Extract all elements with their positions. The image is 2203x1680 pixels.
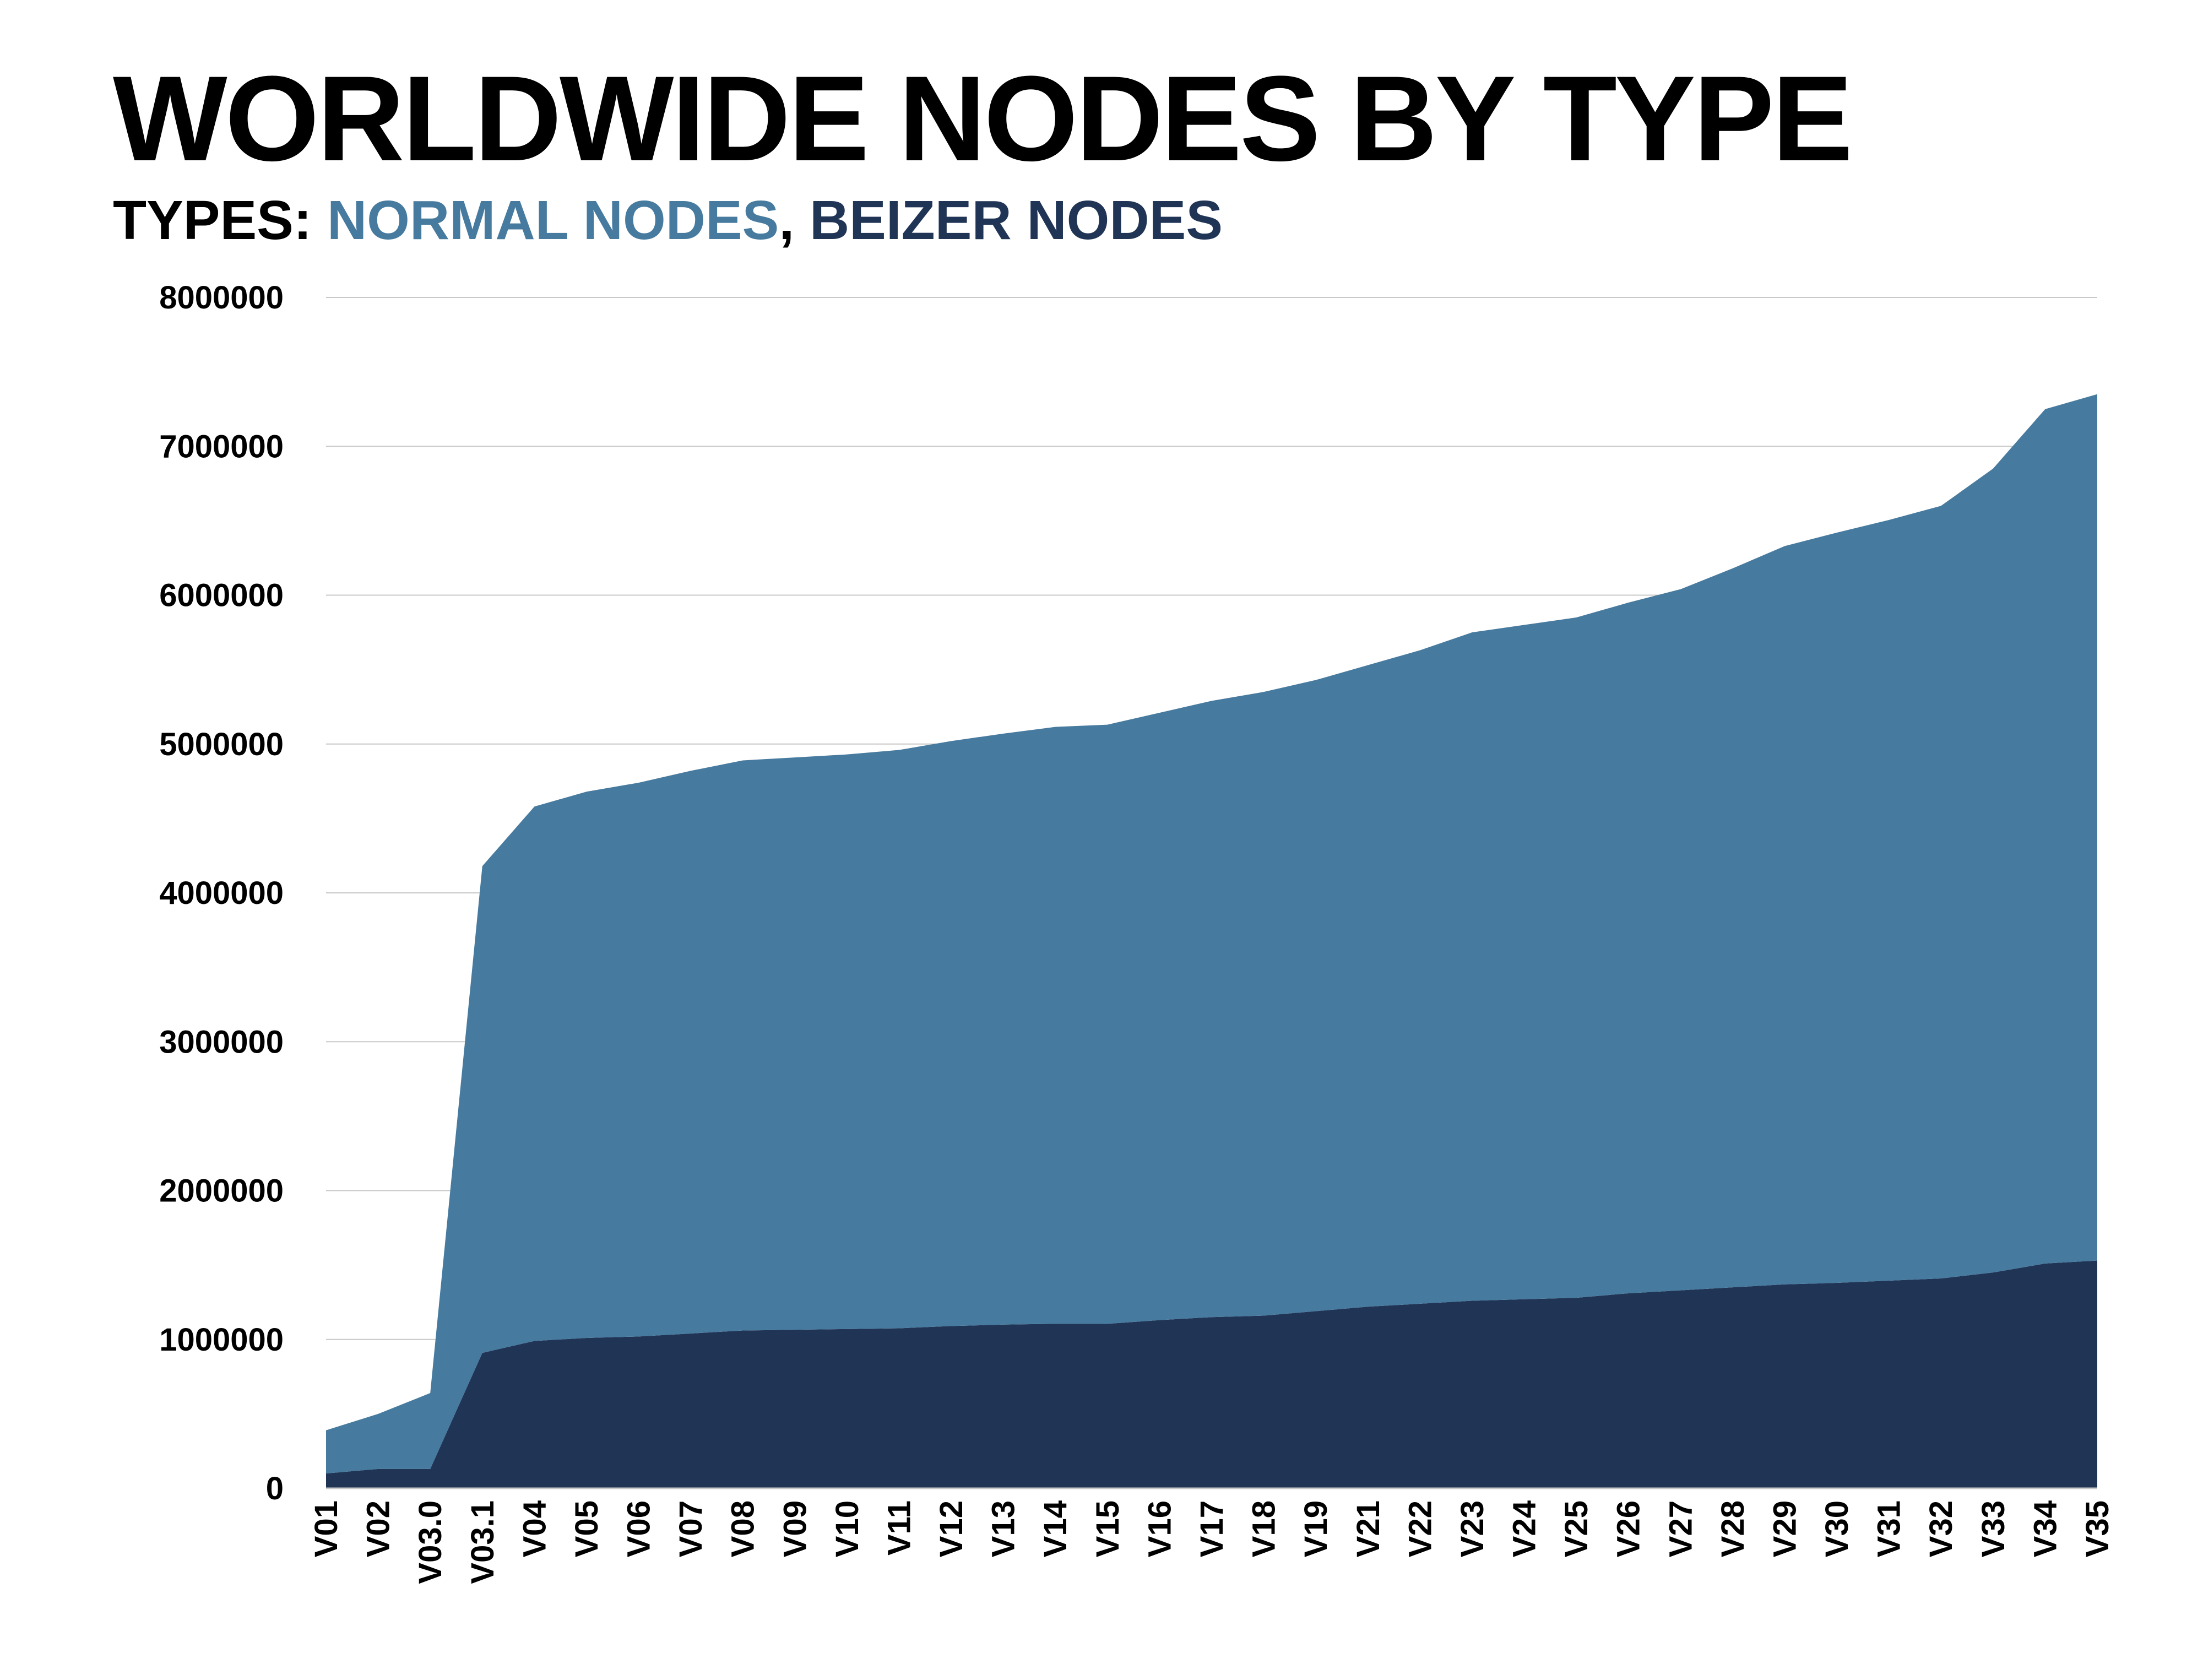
subtitle-separator: , (779, 189, 810, 251)
area-normal-nodes (326, 394, 2097, 1473)
x-tick-label: V35 (2080, 1500, 2115, 1557)
y-tick-label: 4000000 (159, 875, 284, 911)
y-tick-label: 0 (266, 1471, 284, 1506)
x-tick-label: V04 (517, 1500, 552, 1557)
x-tick-label: V29 (1767, 1500, 1803, 1557)
x-tick-label: V31 (1871, 1500, 1907, 1557)
x-tick-label: V26 (1611, 1500, 1647, 1557)
x-tick-label: V28 (1715, 1500, 1751, 1557)
y-tick-label: 1000000 (159, 1322, 284, 1358)
x-tick-label: V34 (2027, 1500, 2063, 1557)
x-axis-ticks: V01 V02 V03.0 V03.1 V04 V05 V06 V07 V08 V09 V10 V11… (308, 1500, 2115, 1584)
y-tick-label: 6000000 (159, 578, 284, 614)
x-tick-label: V03.1 (465, 1500, 501, 1584)
x-tick-label: V11 (881, 1500, 917, 1556)
chart-title: WORLDWIDE NODES BY TYPE (113, 51, 1853, 186)
x-tick-label: V10 (829, 1500, 865, 1557)
x-tick-label: V33 (1976, 1500, 2011, 1557)
x-tick-label: V03.0 (413, 1500, 448, 1584)
x-tick-label: V05 (569, 1500, 605, 1557)
x-tick-label: V08 (725, 1500, 761, 1557)
x-tick-label: V13 (986, 1500, 1022, 1557)
legend-normal-nodes: NORMAL NODES (327, 189, 779, 251)
x-tick-label: V22 (1402, 1500, 1438, 1557)
x-tick-label: V24 (1507, 1500, 1543, 1557)
y-tick-label: 7000000 (159, 429, 284, 464)
area-layer (326, 394, 2097, 1489)
y-tick-label: 2000000 (159, 1173, 284, 1209)
x-tick-label: V01 (308, 1500, 344, 1557)
y-tick-label: 5000000 (159, 727, 284, 762)
y-tick-label: 3000000 (159, 1024, 284, 1060)
x-tick-label: V32 (1923, 1500, 1959, 1557)
area-beizer-nodes (326, 1260, 2097, 1488)
x-tick-label: V02 (361, 1500, 397, 1557)
y-axis-ticks: 0 1000000 2000000 3000000 4000000 5000000 6000… (159, 280, 284, 1506)
x-tick-label: V19 (1298, 1500, 1334, 1557)
x-tick-label: V25 (1559, 1500, 1594, 1557)
x-tick-label: V23 (1455, 1500, 1490, 1557)
legend-beizer-nodes: BEIZER NODES (809, 189, 1223, 251)
x-tick-label: V17 (1194, 1500, 1230, 1557)
chart-subtitle: TYPES: NORMAL NODES, BEIZER NODES (113, 193, 1223, 248)
x-tick-label: V12 (934, 1500, 969, 1557)
x-tick-label: V14 (1038, 1500, 1073, 1557)
x-tick-label: V30 (1819, 1500, 1855, 1557)
x-tick-label: V06 (621, 1500, 657, 1557)
x-tick-label: V18 (1246, 1500, 1282, 1557)
x-tick-label: V27 (1663, 1500, 1699, 1557)
x-tick-label: V15 (1090, 1500, 1126, 1557)
subtitle-prefix: TYPES: (113, 189, 327, 251)
x-tick-label: V16 (1142, 1500, 1178, 1557)
x-tick-label: V21 (1350, 1500, 1386, 1557)
x-tick-label: V07 (673, 1500, 709, 1557)
y-tick-label: 8000000 (159, 280, 284, 316)
x-tick-label: V09 (777, 1500, 813, 1557)
